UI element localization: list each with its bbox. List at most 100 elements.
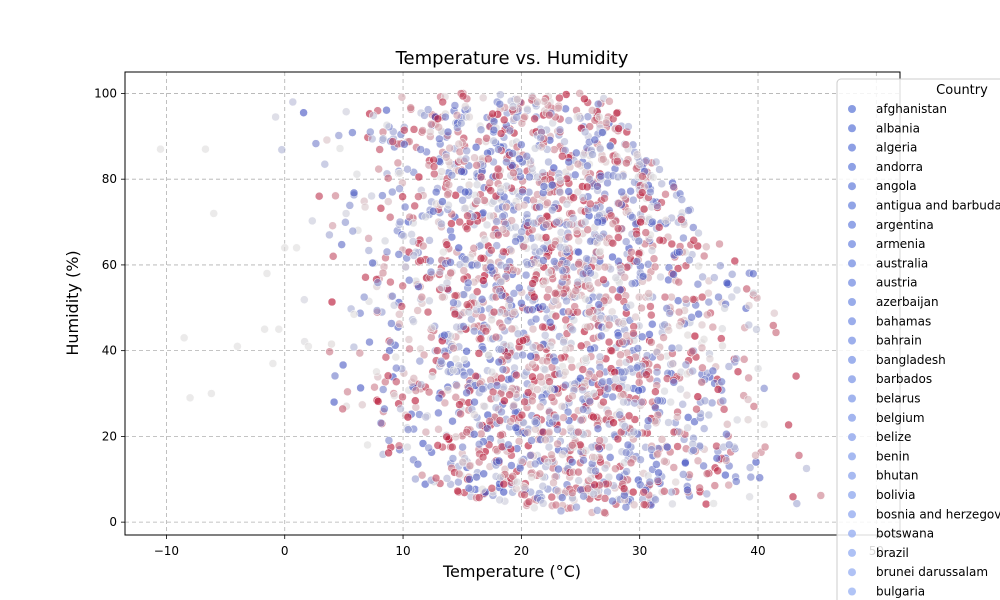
data-point [659,333,668,342]
legend-label: armenia [876,237,925,251]
data-point [543,198,552,208]
data-point [458,457,468,467]
data-point [579,491,588,501]
data-point [446,268,455,278]
data-point [299,108,308,117]
data-point [458,442,467,452]
data-point [518,350,527,360]
data-point [517,140,526,149]
data-point [512,95,522,104]
data-point [540,365,550,374]
data-point [491,332,501,342]
data-point [560,137,569,146]
data-point [544,110,554,120]
data-point [523,104,532,114]
data-point [744,373,753,383]
data-point [769,321,778,330]
data-point [629,427,638,437]
data-point [474,349,484,358]
data-point [572,226,582,236]
data-point [644,289,653,298]
data-point-outlier [274,324,284,334]
data-point [521,270,531,280]
data-point [538,427,548,437]
data-point [719,405,729,414]
data-point [720,304,729,313]
data-point [492,241,501,250]
data-point [341,209,351,218]
data-point [605,97,614,106]
data-point [749,288,758,298]
legend-label: belize [876,430,911,444]
data-point [508,472,517,481]
data-point [589,389,599,398]
data-point [710,481,720,490]
data-point [648,319,657,329]
data-point [542,220,551,229]
legend-item: botswana [848,527,934,541]
data-point [603,178,612,188]
data-point [673,412,682,422]
data-point [607,346,616,356]
data-point [413,459,423,469]
data-point [660,292,670,302]
data-point [564,232,574,242]
data-point-outlier [260,324,269,334]
data-point [668,499,677,509]
data-point [462,300,472,309]
data-point [441,112,450,122]
data-point [668,359,677,368]
data-point [325,347,334,356]
data-point [661,190,670,199]
data-point [621,237,631,246]
data-point [489,136,498,146]
data-point [589,412,598,422]
data-point [788,492,798,502]
data-point [587,106,597,115]
data-point [599,275,608,285]
data-point [448,416,457,426]
data-point [542,356,552,366]
data-point [349,310,359,319]
data-point [526,451,535,460]
data-point [378,191,387,200]
data-point [473,260,482,270]
data-point [411,396,420,405]
data-point [509,289,519,298]
data-point [545,318,555,327]
data-point [551,289,560,298]
data-point [393,158,403,168]
data-point [633,344,643,353]
data-point [655,235,665,245]
data-point [574,236,583,246]
data-point [647,246,657,255]
data-point [382,120,392,130]
data-point [657,435,667,444]
data-point [430,169,439,179]
data-point [620,273,629,282]
legend-label: bosnia and herzegovina [876,507,1000,521]
data-point [547,450,556,460]
data-point [322,135,332,145]
data-point [465,461,475,471]
data-point [528,305,537,314]
data-point [491,403,501,412]
data-point [574,247,583,257]
legend-marker-icon [848,124,856,133]
legend-label: brunei darussalam [876,565,988,579]
data-point [500,396,509,406]
data-point [703,310,712,320]
data-point [694,309,703,319]
data-point [517,456,526,466]
data-point [613,172,623,182]
data-point [707,398,717,408]
data-point [308,216,317,226]
data-point [581,294,590,304]
legend-item: bahamas [848,314,931,328]
data-point [487,484,497,493]
data-point [470,410,479,419]
data-point [341,218,350,227]
data-point [487,367,497,377]
data-point [523,260,532,269]
data-point [654,223,664,232]
